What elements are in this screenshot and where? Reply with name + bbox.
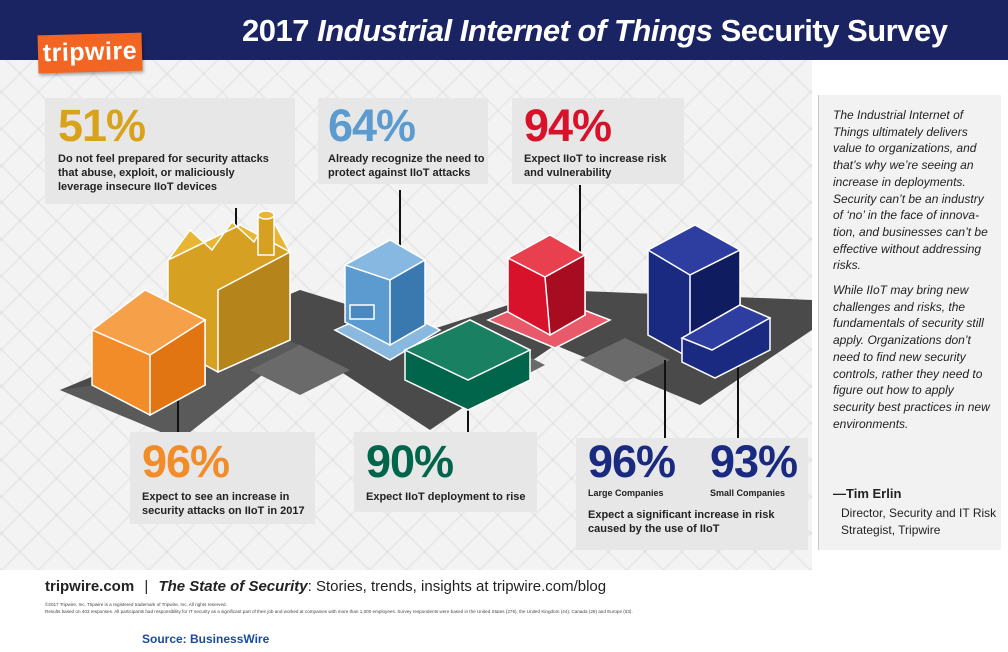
quote-paragraph: While IIoT may bring new challenges and … [833, 283, 990, 431]
quote-author: —Tim Erlin [833, 486, 902, 501]
header-banner: 2017 Industrial Internet of Things Secur… [0, 0, 1008, 60]
office-building [333, 239, 442, 361]
stat-description: Expect to see an increase in security at… [142, 491, 305, 517]
stat-description: Expect IIoT to increase risk and vulnera… [524, 153, 667, 179]
title-year: 2017 [242, 13, 309, 48]
stat-description: Do not feel prepared for security attack… [58, 153, 269, 193]
stat-94: 94% Expect IIoT to increase risk and vul… [512, 98, 684, 184]
page-title: 2017 Industrial Internet of Things Secur… [242, 13, 948, 49]
stat-label-large: Large Companies [588, 488, 664, 498]
stat-percent: 94% [524, 100, 612, 151]
footer-tagline: : Stories, trends, insights at tripwire.… [307, 578, 607, 595]
source-credit: Source: BusinessWire [142, 632, 270, 646]
stat-percent: 96% [142, 436, 230, 487]
stat-company-size: 96% Large Companies 93% Small Companies … [576, 438, 808, 550]
infographic: 2017 Industrial Internet of Things Secur… [0, 0, 1008, 614]
navy-tower [646, 224, 742, 360]
stat-51: 51% Do not feel prepared for security at… [45, 98, 295, 204]
green-block [403, 319, 532, 411]
quote-author-role: Director, Security and IT Risk Strategis… [841, 506, 997, 537]
stat-percent: 51% [58, 100, 146, 151]
iiot-city-illustration [60, 185, 812, 440]
red-building [486, 234, 612, 349]
navy-warehouse [680, 304, 772, 379]
footer-line: tripwire.com | The State of Security: St… [45, 578, 606, 595]
stat-percent-large: 96% [588, 436, 676, 487]
footer-site[interactable]: tripwire.com [45, 578, 135, 595]
stat-percent-small: 93% [710, 436, 798, 487]
stat-description: Expect a significant increase in risk ca… [588, 509, 775, 535]
house-building [90, 289, 207, 417]
ground-tile [580, 338, 670, 382]
stat-64: 64% Already recognize the need to protec… [318, 98, 488, 184]
stat-description: Already recognize the need to protect ag… [328, 153, 485, 179]
copyright-text: ©2017 Tripwire, Inc. Tripwire is a regis… [45, 602, 227, 607]
stat-96-attacks: 96% Expect to see an increase in securit… [130, 432, 315, 524]
survey-methodology-text: Results based on 403 responses. All part… [45, 609, 633, 614]
stat-percent: 90% [366, 436, 454, 487]
quote-paragraph: The Industrial Internet of Things ultima… [833, 108, 988, 273]
quote-text: The Industrial Internet of Things ultima… [833, 107, 993, 440]
stat-90: 90% Expect IIoT deployment to rise [354, 432, 537, 512]
stat-description: Expect IIoT deployment to rise [366, 491, 526, 503]
stat-percent: 64% [328, 100, 416, 151]
stat-label-small: Small Companies [710, 488, 786, 498]
ground-tile [250, 345, 350, 395]
title-italic: Industrial Internet of Things [317, 13, 713, 48]
title-rest: Security Survey [720, 13, 948, 48]
quote-sidebar: The Industrial Internet of Things ultima… [818, 95, 1001, 550]
footer-headline: The State of Security [158, 578, 308, 595]
footer-separator: | [144, 578, 149, 595]
